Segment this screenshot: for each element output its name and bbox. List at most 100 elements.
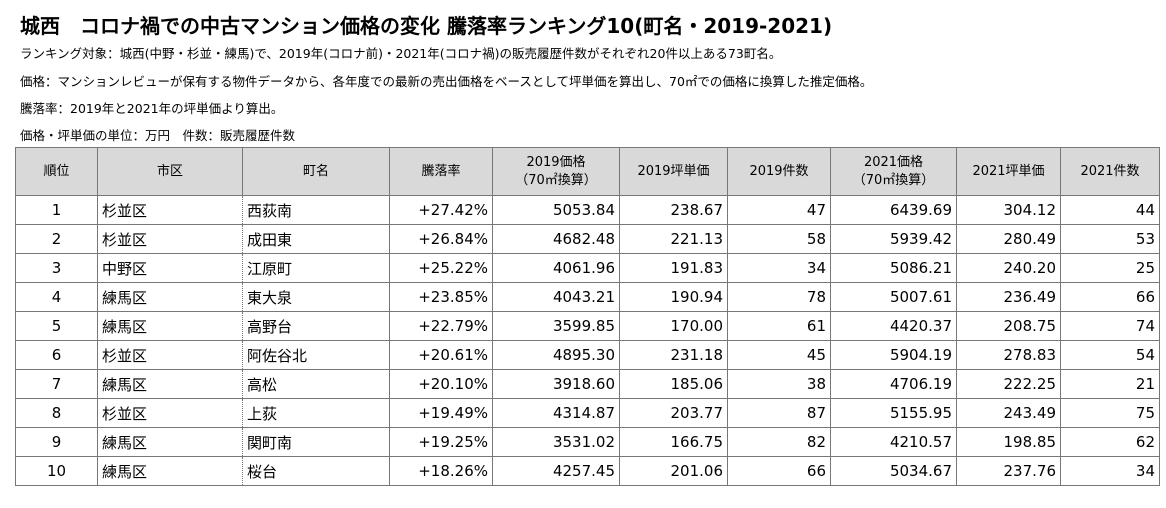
cell-price-2021: 5939.42	[830, 224, 957, 254]
table-row: 1 杉並区 西荻南 +27.42% 5053.84 238.67 47 6439.69 304.…	[15, 195, 1160, 225]
cell-rank: 9	[15, 427, 98, 457]
cell-tsubo-2021: 236.49	[956, 282, 1061, 312]
cell-ward: 杉並区	[97, 224, 243, 254]
header-price-2019-line2: （70㎡換算）	[515, 172, 597, 188]
cell-tsubo-2021: 237.76	[956, 456, 1061, 486]
cell-change: +18.26%	[389, 456, 493, 486]
ranking-table: 順位 市区 町名 騰落率 2019価格 （70㎡換算） 2019坪単価 2019…	[15, 147, 1160, 486]
cell-tsubo-2021: 280.49	[956, 224, 1061, 254]
cell-count-2021: 25	[1060, 253, 1160, 283]
header-price-2021-line2: （70㎡換算）	[852, 172, 935, 188]
cell-tsubo-2019: 201.06	[619, 456, 728, 486]
cell-tsubo-2019: 166.75	[619, 427, 728, 457]
cell-tsubo-2021: 240.20	[956, 253, 1061, 283]
cell-rank: 7	[15, 369, 98, 399]
cell-tsubo-2019: 238.67	[619, 195, 728, 225]
note-price-definition: 価格：マンションレビューが保有する物件データから、各年度での最新の売出価格をベー…	[20, 74, 873, 89]
cell-town: 阿佐谷北	[242, 340, 390, 370]
note-ranking-target: ランキング対象：城西(中野・杉並・練馬)で、2019年(コロナ前)・2021年(…	[20, 46, 782, 61]
cell-ward: 練馬区	[97, 427, 243, 457]
cell-tsubo-2021: 278.83	[956, 340, 1061, 370]
cell-town: 西荻南	[242, 195, 390, 225]
header-count-2019: 2019件数	[727, 147, 831, 196]
header-tsubo-2021: 2021坪単価	[956, 147, 1061, 196]
cell-price-2019: 4043.21	[492, 282, 620, 312]
cell-rank: 3	[15, 253, 98, 283]
header-town: 町名	[242, 147, 390, 196]
cell-tsubo-2019: 185.06	[619, 369, 728, 399]
cell-rank: 2	[15, 224, 98, 254]
cell-town: 上荻	[242, 398, 390, 428]
table-row: 7 練馬区 高松 +20.10% 3918.60 185.06 38 4706.19 222.2…	[15, 369, 1160, 399]
table-row: 10 練馬区 桜台 +18.26% 4257.45 201.06 66 5034.67 237.…	[15, 456, 1160, 486]
cell-ward: 練馬区	[97, 369, 243, 399]
table-row: 5 練馬区 高野台 +22.79% 3599.85 170.00 61 4420.37 208.…	[15, 311, 1160, 341]
cell-ward: 杉並区	[97, 195, 243, 225]
cell-price-2021: 5007.61	[830, 282, 957, 312]
cell-change: +26.84%	[389, 224, 493, 254]
note-change-definition: 騰落率：2019年と2021年の坪単価より算出。	[20, 101, 284, 116]
table-row: 4 練馬区 東大泉 +23.85% 4043.21 190.94 78 5007.61 236.…	[15, 282, 1160, 312]
cell-count-2021: 34	[1060, 456, 1160, 486]
cell-count-2021: 54	[1060, 340, 1160, 370]
cell-tsubo-2021: 243.49	[956, 398, 1061, 428]
cell-price-2019: 4257.45	[492, 456, 620, 486]
cell-price-2021: 4210.57	[830, 427, 957, 457]
cell-count-2019: 38	[727, 369, 831, 399]
header-rank: 順位	[15, 147, 98, 196]
cell-tsubo-2021: 208.75	[956, 311, 1061, 341]
cell-price-2021: 4706.19	[830, 369, 957, 399]
cell-rank: 10	[15, 456, 98, 486]
cell-rank: 8	[15, 398, 98, 428]
cell-price-2021: 6439.69	[830, 195, 957, 225]
note-units: 価格・坪単価の単位：万円 件数：販売履歴件数	[20, 128, 296, 143]
cell-price-2021: 5034.67	[830, 456, 957, 486]
cell-count-2021: 44	[1060, 195, 1160, 225]
cell-count-2019: 66	[727, 456, 831, 486]
cell-town: 東大泉	[242, 282, 390, 312]
cell-change: +25.22%	[389, 253, 493, 283]
header-price-2019: 2019価格 （70㎡換算）	[492, 147, 620, 196]
cell-ward: 練馬区	[97, 311, 243, 341]
cell-tsubo-2019: 190.94	[619, 282, 728, 312]
header-price-2021-line1: 2021価格	[863, 154, 924, 170]
cell-tsubo-2019: 203.77	[619, 398, 728, 428]
table-row: 6 杉並区 阿佐谷北 +20.61% 4895.30 231.18 45 5904.19 278…	[15, 340, 1160, 370]
cell-price-2019: 4895.30	[492, 340, 620, 370]
table-row: 3 中野区 江原町 +25.22% 4061.96 191.83 34 5086.21 240.…	[15, 253, 1160, 283]
cell-count-2021: 66	[1060, 282, 1160, 312]
page-title: 城西 コロナ禍での中古マンション価格の変化 騰落率ランキング10(町名・2019…	[20, 14, 833, 38]
cell-change: +27.42%	[389, 195, 493, 225]
cell-ward: 中野区	[97, 253, 243, 283]
cell-ward: 杉並区	[97, 398, 243, 428]
cell-town: 高松	[242, 369, 390, 399]
cell-change: +22.79%	[389, 311, 493, 341]
cell-count-2019: 47	[727, 195, 831, 225]
cell-count-2019: 34	[727, 253, 831, 283]
cell-tsubo-2019: 231.18	[619, 340, 728, 370]
table-row: 2 杉並区 成田東 +26.84% 4682.48 221.13 58 5939.42 280.…	[15, 224, 1160, 254]
cell-price-2021: 4420.37	[830, 311, 957, 341]
cell-count-2021: 53	[1060, 224, 1160, 254]
header-change: 騰落率	[389, 147, 493, 196]
header-ward: 市区	[97, 147, 243, 196]
table-row: 8 杉並区 上荻 +19.49% 4314.87 203.77 87 5155.95 243.4…	[15, 398, 1160, 428]
cell-price-2019: 5053.84	[492, 195, 620, 225]
cell-rank: 1	[15, 195, 98, 225]
cell-town: 江原町	[242, 253, 390, 283]
cell-count-2021: 21	[1060, 369, 1160, 399]
cell-ward: 練馬区	[97, 456, 243, 486]
cell-tsubo-2019: 191.83	[619, 253, 728, 283]
cell-rank: 4	[15, 282, 98, 312]
header-count-2021: 2021件数	[1060, 147, 1160, 196]
cell-change: +19.49%	[389, 398, 493, 428]
cell-price-2019: 3599.85	[492, 311, 620, 341]
cell-change: +19.25%	[389, 427, 493, 457]
cell-change: +20.10%	[389, 369, 493, 399]
cell-price-2019: 4682.48	[492, 224, 620, 254]
cell-rank: 6	[15, 340, 98, 370]
table-header-row: 順位 市区 町名 騰落率 2019価格 （70㎡換算） 2019坪単価 2019…	[15, 147, 1160, 196]
cell-count-2019: 45	[727, 340, 831, 370]
cell-tsubo-2019: 221.13	[619, 224, 728, 254]
cell-change: +20.61%	[389, 340, 493, 370]
